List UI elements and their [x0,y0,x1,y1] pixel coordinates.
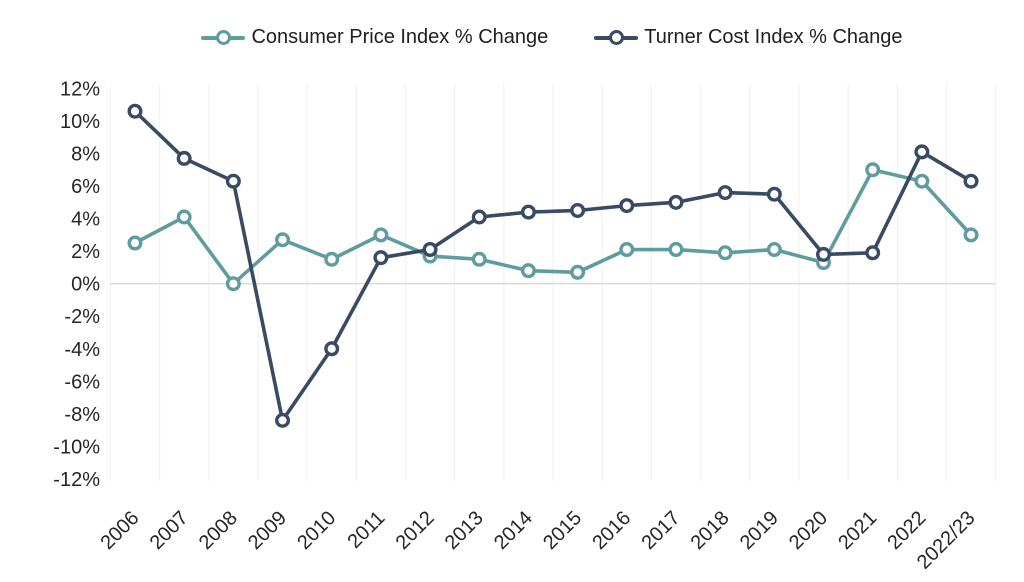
y-axis-tick-label: -10% [53,436,100,458]
data-point-marker-1 [275,412,291,428]
legend-marker-turner-cost-index [594,30,639,45]
data-point-marker-0 [717,245,733,261]
y-axis-tick-label: -12% [53,469,100,491]
x-axis-tick-label: 2017 [637,507,684,554]
x-axis-tick-label: 2008 [195,507,242,554]
x-axis-tick-label: 2010 [293,507,340,554]
y-axis-tick-label: -6% [64,371,100,393]
x-axis-tick-label: 2009 [244,507,291,554]
y-axis-tick-label: 10% [60,111,100,133]
data-point-marker-0 [668,242,684,258]
data-point-marker-1 [766,186,782,202]
data-point-marker-0 [176,209,192,225]
data-point-marker-1 [619,198,635,214]
data-point-marker-1 [865,245,881,261]
data-point-marker-0 [127,235,143,251]
x-axis-tick-label: 2021 [834,507,881,554]
x-axis-tick-label: 2020 [785,507,832,554]
data-point-marker-0 [570,264,586,280]
data-point-marker-0 [766,242,782,258]
x-axis-tick-label: 2014 [490,507,537,554]
data-point-marker-0 [865,162,881,178]
data-point-marker-1 [324,341,340,357]
data-point-marker-0 [275,232,291,248]
x-axis-tick-label: 2013 [441,507,488,554]
legend-marker-consumer-price-index [201,30,246,45]
x-axis-tick-label: 2018 [687,507,734,554]
legend-circle-icon [608,30,624,45]
data-point-marker-0 [324,251,340,267]
data-point-marker-1 [127,103,143,119]
y-axis-tick-label: 12% [60,78,100,100]
y-axis-tick-label: 8% [71,144,100,166]
legend-item-turner-cost-index: Turner Cost Index % Change [594,26,903,49]
y-axis-tick-label: -4% [64,339,100,361]
y-axis-tick-label: 4% [71,209,100,231]
series-line-0 [133,168,973,286]
data-point-marker-1 [422,242,438,258]
legend-item-consumer-price-index: Consumer Price Index % Change [201,26,548,49]
data-point-marker-0 [225,276,241,292]
x-axis-tick-label: 2015 [539,507,586,554]
x-axis-tick-label: 2016 [588,507,635,554]
data-point-marker-1 [717,185,733,201]
data-point-marker-1 [668,194,684,210]
y-axis-tick-label: -2% [64,306,100,328]
x-axis-tick-label: 2012 [392,507,439,554]
data-point-marker-0 [471,251,487,267]
x-axis-tick-label: 2011 [343,507,389,553]
series-line-1 [133,109,973,423]
data-point-marker-1 [816,246,832,262]
y-axis-tick-label: 6% [71,176,100,198]
legend-circle-icon [215,30,231,45]
data-point-marker-1 [963,173,979,189]
legend-label-turner-cost-index: Turner Cost Index % Change [644,26,903,48]
data-point-marker-1 [914,144,930,160]
data-point-marker-1 [520,204,536,220]
x-axis-tick-label: 2006 [97,507,144,554]
legend-label-consumer-price-index: Consumer Price Index % Change [251,26,549,48]
x-axis-tick-label: 2007 [146,507,193,554]
x-axis-tick-label: 2019 [736,507,783,554]
data-point-marker-0 [914,173,930,189]
y-axis-tick-label: -8% [64,404,100,426]
data-point-marker-0 [619,242,635,258]
data-point-marker-1 [373,250,389,266]
data-point-marker-1 [176,150,192,166]
data-point-marker-0 [373,227,389,243]
data-point-marker-1 [225,173,241,189]
y-axis-tick-label: 2% [71,241,100,263]
chart-legend: Consumer Price Index % Change Turner Cos… [40,26,1024,49]
data-point-marker-1 [570,202,586,218]
data-point-marker-0 [520,263,536,279]
data-point-marker-1 [471,209,487,225]
data-point-marker-0 [963,227,979,243]
y-axis-tick-label: 0% [71,274,100,296]
